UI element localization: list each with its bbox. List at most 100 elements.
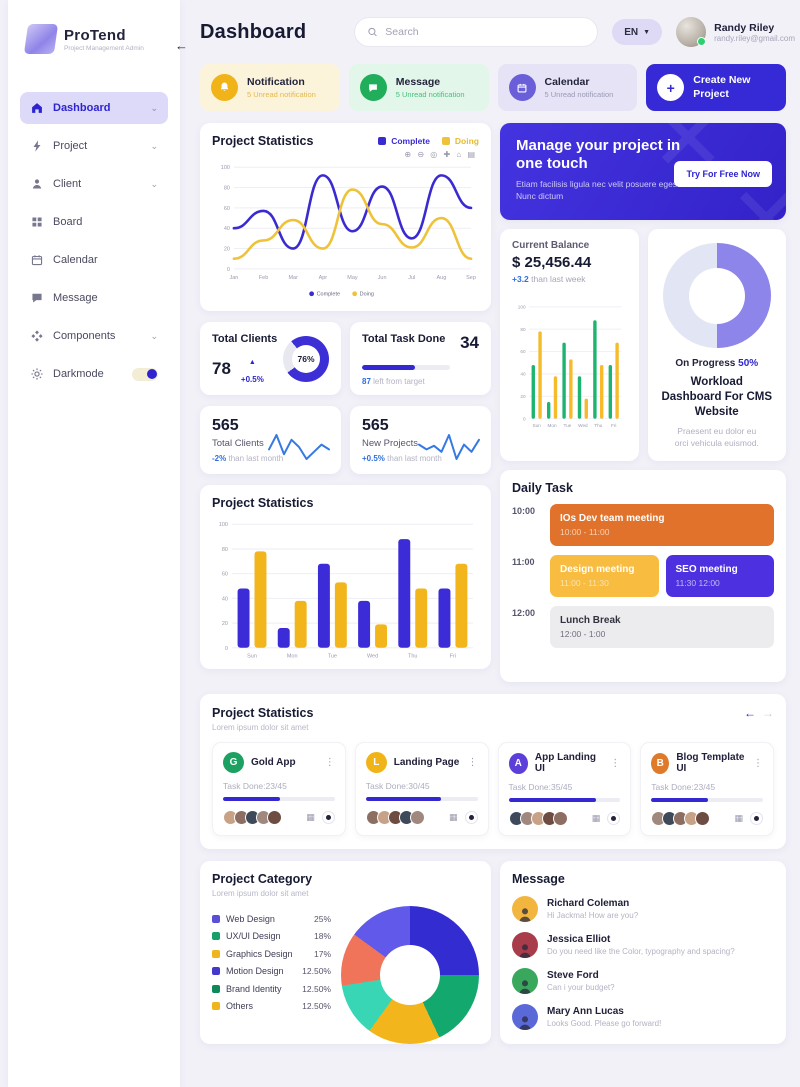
svg-text:Wed: Wed	[578, 423, 588, 428]
status-dot-button[interactable]	[607, 812, 621, 825]
kebab-menu-icon[interactable]: ⋮	[467, 757, 478, 768]
svg-text:20: 20	[224, 247, 230, 253]
sidebar-item-dashboard[interactable]: Dashboard ⌄	[20, 92, 168, 124]
carousel-arrows[interactable]: ← →	[744, 706, 774, 720]
chevron-down-icon: ⌄	[150, 330, 158, 341]
calendar-icon[interactable]: ▦	[306, 812, 315, 822]
search-icon	[368, 27, 378, 37]
svg-text:May: May	[347, 275, 358, 281]
dropdown-icon: ▼	[643, 28, 651, 36]
nav-label: Client	[53, 178, 82, 190]
task-done-label: Task Done:30/45	[365, 781, 430, 791]
language-selector[interactable]: EN ▼	[612, 19, 663, 45]
avatar-group	[651, 811, 711, 826]
delta-value: +3.2	[512, 274, 529, 284]
chart-toolbar-icons[interactable]: ⊕ ⊖ ◎ ✚ ⌂ ▤	[404, 150, 477, 159]
sidebar-collapse-icon[interactable]: ←	[175, 38, 188, 53]
try-free-button[interactable]: Try For Free Now	[674, 161, 772, 187]
event-time: 10:00 - 11:00	[560, 527, 610, 537]
svg-text:60: 60	[520, 349, 526, 354]
project-name: Blog Template UI	[676, 752, 745, 774]
note-text: left from target	[373, 377, 425, 386]
event-seo-meeting[interactable]: SEO meeting 11:30 12:00	[665, 555, 774, 597]
message-title: Message	[512, 872, 565, 886]
sidebar-item-board[interactable]: Board	[20, 206, 168, 238]
plus-icon: +	[657, 74, 685, 101]
arrow-left-icon[interactable]: ←	[744, 706, 756, 720]
sidebar-item-darkmode[interactable]: Darkmode	[20, 358, 168, 390]
search-input[interactable]	[385, 26, 586, 38]
kebab-menu-icon[interactable]: ⋮	[610, 757, 621, 769]
message-item[interactable]: Mary Ann Lucas Looks Good. Please go for…	[512, 1004, 774, 1030]
sidebar-item-components[interactable]: Components ⌄	[20, 320, 168, 352]
kebab-menu-icon[interactable]: ⋮	[324, 757, 335, 768]
kebab-menu-icon[interactable]: ⋮	[753, 757, 763, 769]
legend-label: Web Design	[226, 913, 275, 924]
sidebar-item-project[interactable]: Project ⌄	[20, 130, 168, 162]
counter-note-text: than last month	[228, 454, 284, 463]
calendar-icon[interactable]: ▦	[734, 813, 743, 823]
message-item[interactable]: Steve Ford Can i your budget?	[512, 968, 774, 994]
status-dot-button[interactable]	[750, 812, 763, 825]
brand-logo	[23, 24, 59, 54]
event-ios-meeting[interactable]: IOs Dev team meeting 10:00 - 11:00	[550, 504, 774, 546]
darkmode-toggle[interactable]	[132, 367, 158, 381]
legend-label: Graphics Design	[226, 948, 293, 959]
event-lunch-break[interactable]: Lunch Break 12:00 - 1:00	[550, 606, 774, 648]
sidebar-item-client[interactable]: Client ⌄	[20, 168, 168, 200]
calendar-icon[interactable]: ▦	[591, 813, 601, 823]
svg-text:100: 100	[219, 522, 228, 528]
counter-delta: -2%	[212, 454, 227, 463]
bolt-icon	[33, 140, 41, 152]
nav-label: Darkmode	[53, 368, 104, 380]
project-card-gold-app[interactable]: G Gold App ⋮ Task Done:23/45 ▦	[212, 742, 346, 836]
event-design-meeting[interactable]: Design meeting 11:00 - 11:30	[550, 555, 659, 597]
progress-bar	[651, 798, 709, 802]
progress-bar	[223, 797, 280, 801]
message-preview: Do you need like the Color, typography a…	[547, 947, 735, 956]
message-preview: Hi Jackma! How are you?	[547, 911, 639, 920]
on-progress-donut-chart	[662, 243, 771, 349]
plus-glyph: +	[666, 79, 675, 96]
search-bar[interactable]	[354, 17, 599, 47]
svg-text:Tue: Tue	[328, 654, 337, 660]
svg-text:Complete: Complete	[317, 292, 340, 298]
status-dot-button[interactable]	[321, 811, 335, 824]
time-label: 10:00	[512, 506, 536, 516]
message-item[interactable]: Richard Coleman Hi Jackma! How are you?	[512, 896, 774, 922]
legend-pct: 12.50%	[302, 1001, 331, 1011]
avatar	[695, 811, 711, 826]
user-menu[interactable]: Randy Riley randy.riley@gmail.com	[676, 17, 795, 47]
counter-value: 565	[212, 417, 239, 434]
calendar-icon[interactable]: ▦	[448, 812, 458, 822]
svg-text:0: 0	[225, 646, 228, 652]
message-item[interactable]: Jessica Elliot Do you need like the Colo…	[512, 932, 774, 958]
project-card-landing-page[interactable]: L Landing Page ⋮ Task Done:30/45 ▦	[354, 742, 489, 836]
legend-swatch	[212, 1002, 220, 1010]
avatar	[512, 932, 538, 958]
message-card[interactable]: Message 5 Unread notification	[348, 64, 489, 111]
status-dot-button[interactable]	[464, 811, 478, 824]
avatar	[676, 17, 707, 47]
project-card-blog-template-ui[interactable]: B Blog Template UI ⋮ Task Done:23/45 ▦	[640, 742, 774, 836]
project-name: Landing Page	[393, 757, 460, 768]
arrow-right-icon[interactable]: →	[762, 706, 774, 720]
project-card-app-landing-ui[interactable]: A App Landing UI ⋮ Task Done:35/45 ▦	[497, 742, 632, 836]
sparkline-chart	[267, 432, 331, 462]
balance-delta: +3.2 than last week	[512, 274, 627, 284]
svg-text:20: 20	[520, 394, 526, 399]
sidebar-item-calendar[interactable]: Calendar	[20, 244, 168, 276]
legend-label: Motion Design	[226, 966, 284, 976]
calendar-card[interactable]: Calendar 5 Unread notification	[497, 64, 638, 111]
notification-card[interactable]: Notification 5 Unread notification	[200, 64, 340, 111]
quick-cards: Notification 5 Unread notification Messa…	[200, 64, 786, 111]
workload-body: Praesent eu dolor eu orci vehicula euism…	[674, 426, 759, 449]
on-progress-label: On Progress 50%	[675, 358, 758, 369]
delta-note: than last week	[531, 274, 586, 284]
avatar	[552, 811, 568, 826]
legend-pct: 17%	[313, 948, 331, 959]
avatar-group	[365, 810, 425, 825]
daily-task-card: Daily Task 10:00 IOs Dev team meeting 10…	[500, 470, 786, 682]
create-project-button[interactable]: + Create New Project	[646, 64, 786, 111]
sidebar-item-message[interactable]: Message	[20, 282, 168, 314]
